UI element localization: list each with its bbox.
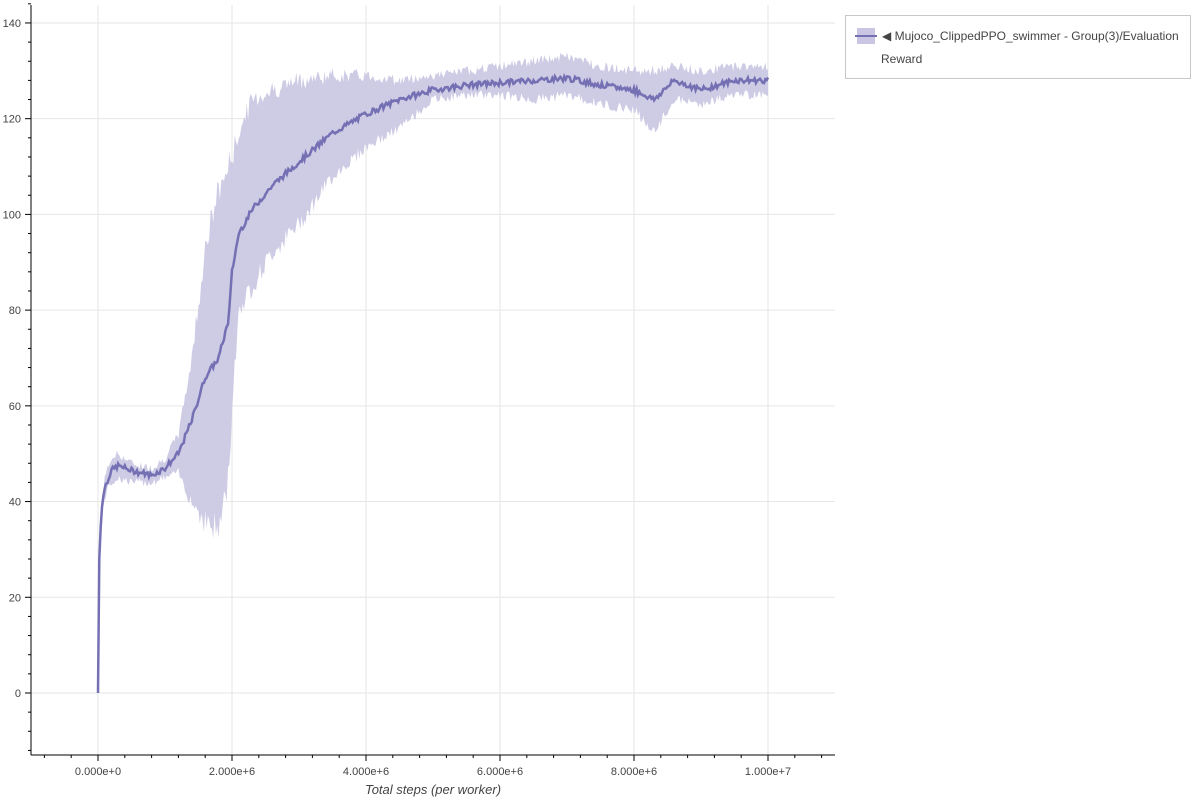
legend-marker-icon: ◀ (882, 29, 892, 43)
series-line (96, 72, 770, 694)
y-tick-label: 0 (15, 688, 21, 700)
legend-label-cont: Reward (881, 52, 923, 66)
x-tick-label: 0.000e+0 (75, 766, 121, 778)
y-tick-label: 100 (3, 209, 21, 221)
legend-label: Mujoco_ClippedPPO_swimmer - Group(3)/Eva… (894, 29, 1179, 43)
x-tick-label: 4.000e+6 (343, 766, 389, 778)
x-tick-label: 8.000e+6 (611, 766, 657, 778)
x-tick-label: 2.000e+6 (209, 766, 255, 778)
y-tick-label: 40 (9, 497, 21, 509)
y-tick-label: 140 (3, 18, 21, 30)
y-tick-label: 80 (9, 305, 21, 317)
grid (31, 5, 835, 755)
x-tick-label: 1.000e+7 (745, 766, 791, 778)
y-tick-label: 20 (9, 592, 21, 604)
legend[interactable]: ◀ Mujoco_ClippedPPO_swimmer - Group(3)/E… (845, 15, 1191, 79)
series-band (98, 52, 768, 693)
x-tick-label: 6.000e+6 (477, 766, 523, 778)
legend-swatch (855, 28, 877, 44)
y-tick-label: 60 (9, 401, 21, 413)
axes: 0 20 40 60 80 100 120 140 0.000e+0 2.000e+6 4.000e… (3, 3, 835, 778)
x-axis-label: Total steps (per worker) (365, 782, 501, 797)
chart: 0 20 40 60 80 100 120 140 0.000e+0 2.000e+6 4.000e… (3, 3, 835, 797)
y-tick-label: 120 (3, 114, 21, 126)
